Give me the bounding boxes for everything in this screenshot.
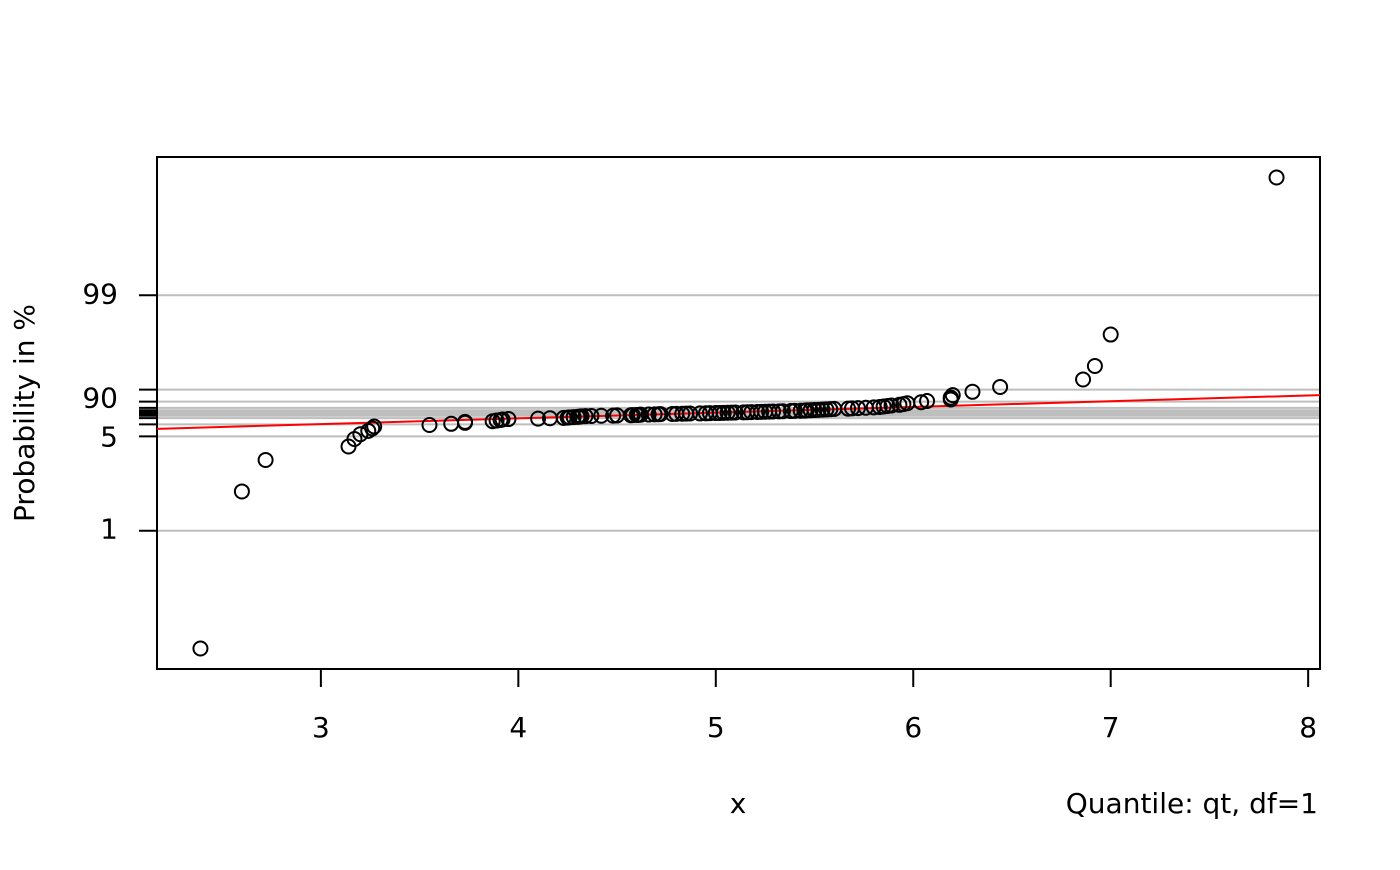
x-tick-label: 4 — [509, 711, 527, 744]
point — [964, 383, 981, 400]
x-tick-label: 8 — [1299, 711, 1317, 744]
x-tick-label: 3 — [312, 711, 330, 744]
point — [421, 417, 438, 434]
point — [944, 387, 961, 404]
point — [883, 397, 900, 414]
point — [583, 407, 600, 424]
point — [1086, 357, 1103, 374]
y-tick-label: 90 — [82, 382, 118, 415]
point — [364, 420, 381, 437]
x-tick-label: 7 — [1102, 711, 1120, 744]
point — [500, 411, 517, 428]
point — [786, 402, 803, 419]
point — [577, 408, 594, 425]
point — [233, 483, 250, 500]
point — [366, 418, 383, 435]
y-axis-label: Probability in % — [8, 304, 41, 522]
point — [682, 405, 699, 422]
x-tick-label: 5 — [707, 711, 725, 744]
x-tick-label: 6 — [904, 711, 922, 744]
plot-frame — [156, 156, 1321, 670]
point — [593, 407, 610, 424]
y-tick-label: 1 — [100, 513, 118, 546]
point — [1102, 326, 1119, 343]
point — [652, 406, 669, 423]
x-axis-label: x — [730, 787, 747, 820]
point — [257, 452, 274, 469]
y-tick-label: 99 — [82, 277, 118, 310]
y-tick-label: 5 — [100, 420, 118, 453]
point — [457, 413, 474, 430]
point — [727, 404, 744, 421]
point — [919, 392, 936, 409]
point — [192, 640, 209, 657]
point — [942, 389, 959, 406]
point — [849, 400, 866, 417]
point — [992, 379, 1009, 396]
point — [765, 403, 782, 420]
point — [1268, 169, 1285, 186]
point — [1075, 371, 1092, 388]
point — [774, 403, 791, 420]
point — [494, 411, 511, 428]
point — [913, 394, 930, 411]
point — [530, 410, 547, 427]
point — [691, 405, 708, 422]
annotation: Quantile: qt, df=1 — [1066, 787, 1318, 820]
point — [640, 406, 657, 423]
